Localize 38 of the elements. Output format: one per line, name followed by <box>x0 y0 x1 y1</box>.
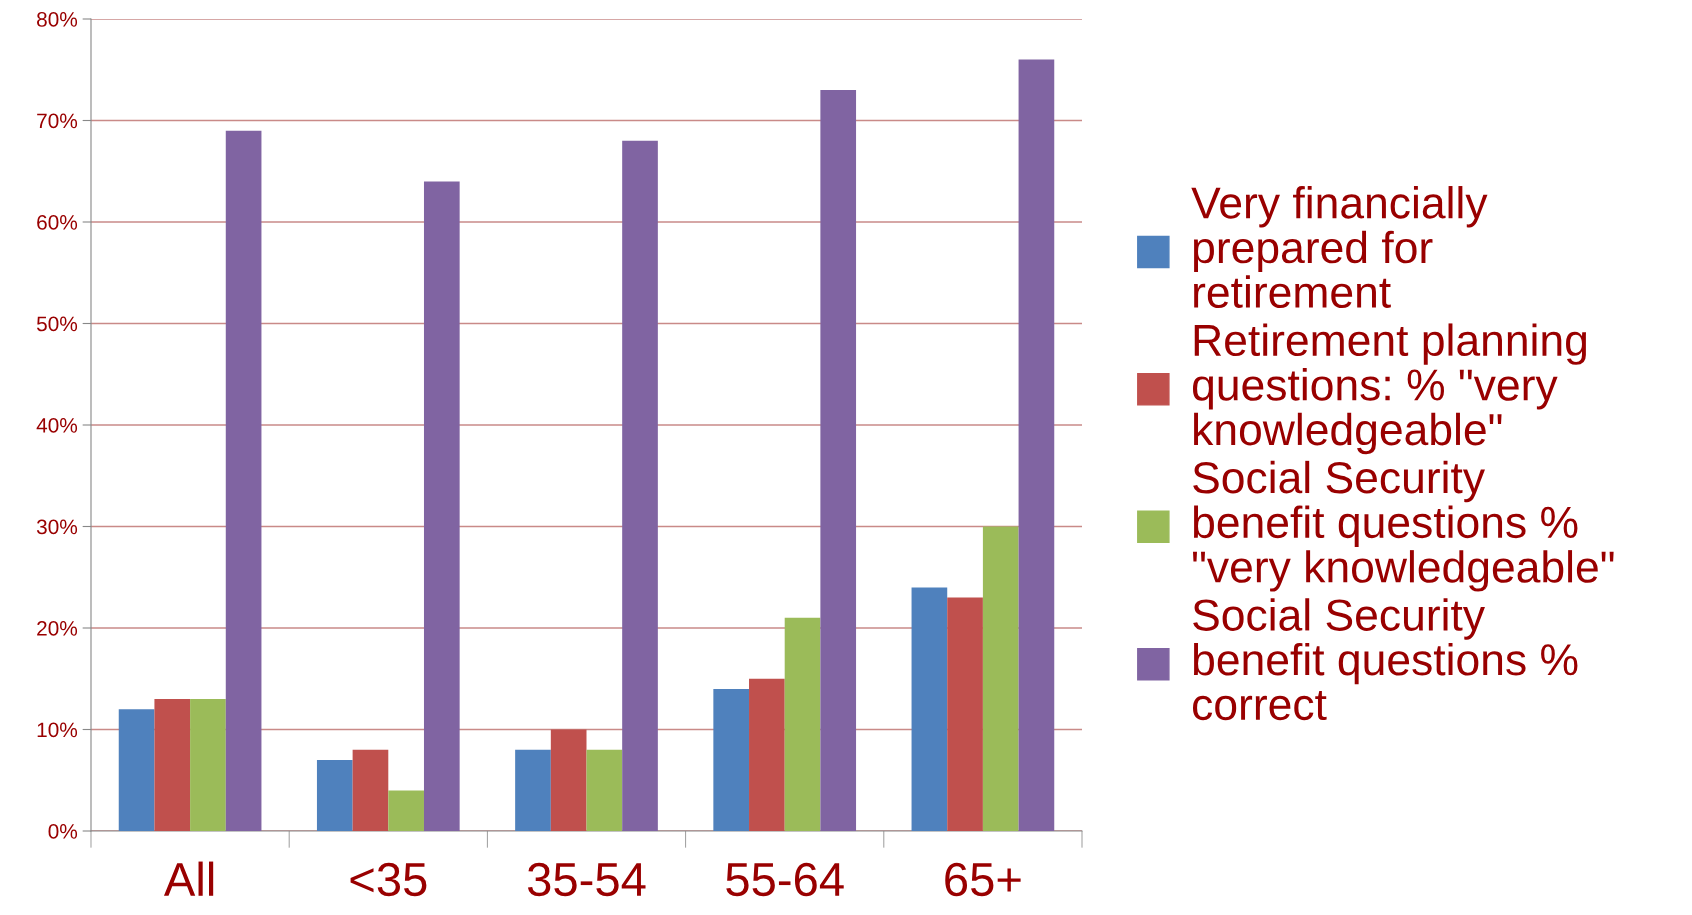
legend-label: Very financially prepared for retirement <box>1191 186 1488 308</box>
bar <box>388 790 424 831</box>
bar <box>947 597 983 831</box>
legend-label: Social Security benefit questions % correct <box>1193 598 1578 721</box>
y-tick-label: 0% <box>48 824 78 839</box>
y-tick-label: 60% <box>37 215 78 230</box>
bar <box>352 749 389 831</box>
bar <box>749 678 785 831</box>
y-tick-label: 70% <box>37 113 78 129</box>
bar <box>820 90 857 831</box>
bar <box>118 709 155 831</box>
bar <box>982 526 1019 831</box>
y-tick-label: 30% <box>36 519 78 535</box>
bar <box>225 130 262 831</box>
legend-label: Social Security benefit questions % "very knowledgeable" <box>1193 460 1614 592</box>
y-tick-label: 10% <box>37 722 78 738</box>
y-tick-label: 20% <box>37 621 78 636</box>
bar <box>515 749 551 831</box>
x-tick-label: 55-64 <box>726 862 844 897</box>
x-tick-label: 35-54 <box>527 862 646 897</box>
bar <box>550 729 587 831</box>
x-tick-label: All <box>163 861 214 896</box>
bar <box>423 181 460 831</box>
bar <box>784 617 821 831</box>
bar <box>713 688 750 831</box>
x-tick-label: 65+ <box>945 862 1021 897</box>
bar <box>1018 59 1055 831</box>
y-tick-label: 50% <box>36 316 78 332</box>
bar <box>154 699 191 831</box>
bar <box>316 759 353 831</box>
legend-label: Retirement planning questions: % "very knowledgeable" <box>1192 323 1587 455</box>
y-tick-label: 40% <box>36 418 78 433</box>
bar <box>911 587 948 831</box>
bar <box>190 699 226 831</box>
bar <box>622 140 658 831</box>
x-tick-label: <35 <box>350 862 427 897</box>
bar <box>586 749 623 831</box>
y-tick-label: 80% <box>37 12 78 27</box>
